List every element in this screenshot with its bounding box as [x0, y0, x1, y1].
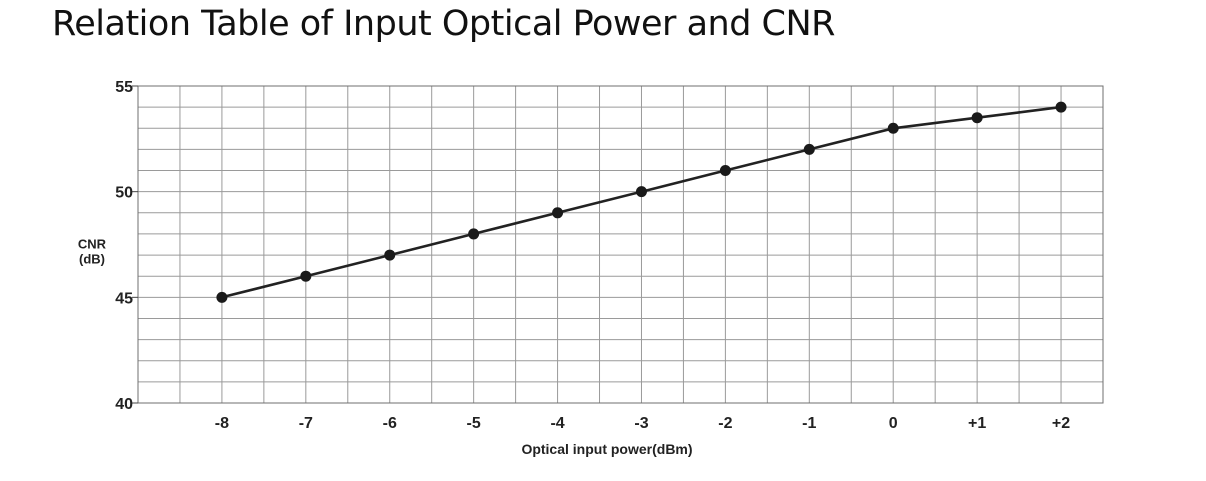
- data-point: [384, 249, 396, 261]
- y-axis-label-unit: (dB): [79, 252, 105, 267]
- x-tick-label: +1: [968, 415, 986, 432]
- x-axis-label: Optical input power(dBm): [521, 441, 692, 457]
- x-tick-label: -6: [383, 415, 397, 432]
- data-point: [803, 143, 815, 155]
- plot-frame: [137, 85, 1104, 404]
- x-tick-label: -8: [215, 415, 229, 432]
- y-tick-label: 50: [115, 185, 133, 202]
- x-tick-label: -5: [467, 415, 481, 432]
- data-point: [635, 186, 647, 198]
- x-tick-label: -3: [634, 415, 648, 432]
- x-tick-label: -2: [718, 415, 732, 432]
- data-point: [216, 291, 228, 303]
- y-tick-label: 40: [115, 396, 133, 413]
- x-tick-label: -1: [802, 415, 816, 432]
- data-point: [468, 228, 480, 240]
- y-tick-label: 45: [115, 290, 133, 307]
- data-point: [300, 270, 312, 282]
- x-tick-label: +2: [1052, 415, 1070, 432]
- grid-layer: [138, 86, 1103, 403]
- tick-layer: 40 45 50 55 -8 -7 -6 -5 -4 -3 -2 -1 0 +1 +2: [115, 79, 1070, 432]
- label-layer: CNR (dB) Optical input power(dBm): [78, 237, 693, 458]
- y-axis-label: CNR: [78, 237, 107, 252]
- x-tick-label: -7: [299, 415, 313, 432]
- data-point: [971, 112, 983, 124]
- y-tick-label: 55: [115, 79, 133, 96]
- x-tick-label: -4: [550, 415, 564, 432]
- point-layer: [216, 101, 1067, 303]
- data-point: [719, 165, 731, 177]
- data-point: [887, 122, 899, 134]
- page-title: Relation Table of Input Optical Power an…: [52, 4, 835, 44]
- data-point: [1055, 101, 1067, 113]
- data-point: [552, 207, 564, 219]
- x-tick-label: 0: [889, 415, 898, 432]
